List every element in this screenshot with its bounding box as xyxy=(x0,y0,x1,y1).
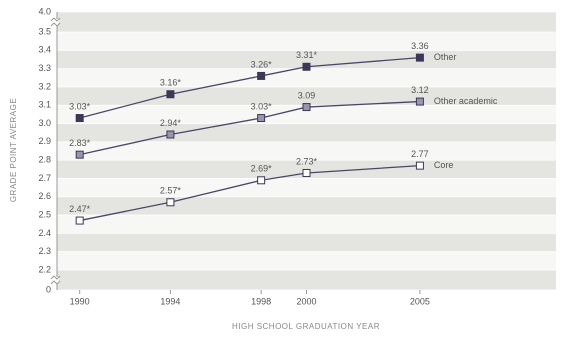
data-label: 3.03* xyxy=(251,101,273,111)
grid-band xyxy=(57,251,556,270)
grid-band xyxy=(57,178,556,197)
y-tick-label: 2.3 xyxy=(38,246,51,256)
x-tick-label: 1990 xyxy=(70,296,90,306)
legend-label: Other xyxy=(434,52,457,62)
y-tick-label: 2.8 xyxy=(38,155,51,165)
data-label: 3.16* xyxy=(160,78,182,88)
grid-band xyxy=(57,233,556,252)
grid-band xyxy=(57,196,556,216)
data-label: 3.26* xyxy=(251,59,273,69)
y-tick-label: 3.2 xyxy=(38,81,51,91)
data-point xyxy=(302,168,311,177)
data-label: 2.69* xyxy=(251,164,273,174)
y-tick-label: 4.0 xyxy=(38,6,51,16)
x-tick-label: 1994 xyxy=(160,296,180,306)
data-label: 2.47* xyxy=(69,204,91,214)
data-label: 2.83* xyxy=(69,138,91,148)
x-axis-title: HIGH SCHOOL GRADUATION YEAR xyxy=(232,322,380,331)
data-point xyxy=(75,216,84,225)
y-tick-label: 2.2 xyxy=(38,264,51,274)
axis-break-gap xyxy=(51,277,59,283)
x-tick-label: 1998 xyxy=(251,296,271,306)
data-point xyxy=(257,176,266,185)
axis-break-gap xyxy=(51,19,59,25)
data-point xyxy=(257,114,266,123)
grid-band xyxy=(57,270,556,290)
y-tick-label: 3.3 xyxy=(38,63,51,73)
grid-band xyxy=(57,32,556,51)
grid-band xyxy=(57,141,556,161)
axis-break xyxy=(50,22,61,27)
axis-break xyxy=(50,17,61,22)
axis-break xyxy=(50,275,61,280)
data-label: 3.12 xyxy=(411,85,429,95)
grid-band xyxy=(57,105,556,124)
y-tick-label: 3.1 xyxy=(38,100,51,110)
grid-band xyxy=(57,12,556,32)
data-point xyxy=(415,53,424,62)
y-axis-title: GRADE POINT AVERAGE xyxy=(9,98,18,202)
y-tick-label: 3.0 xyxy=(38,118,51,128)
x-tick-label: 2005 xyxy=(410,296,430,306)
grid-band xyxy=(57,50,556,69)
data-label: 2.73* xyxy=(296,156,318,166)
legend-label: Other academic xyxy=(434,96,498,106)
data-label: 2.94* xyxy=(160,118,182,128)
axis-break xyxy=(50,280,61,285)
data-label: 3.36 xyxy=(411,41,429,51)
data-point xyxy=(166,198,175,207)
y-tick-label: 2.5 xyxy=(38,209,51,219)
data-point xyxy=(75,114,84,123)
y-tick-label: 3.4 xyxy=(38,45,51,55)
data-point xyxy=(302,103,311,112)
legend-label: Core xyxy=(434,160,454,170)
data-point xyxy=(302,62,311,71)
data-label: 3.03* xyxy=(69,101,91,111)
y-tick-label: 2.4 xyxy=(38,228,51,238)
y-tick-label: 2.7 xyxy=(38,173,51,183)
grid-band xyxy=(57,215,556,234)
data-point xyxy=(415,97,424,106)
data-point xyxy=(415,161,424,170)
data-label: 2.77 xyxy=(411,149,429,159)
x-tick-label: 2000 xyxy=(296,296,316,306)
y-tick-label: 2.6 xyxy=(38,191,51,201)
data-label: 3.09 xyxy=(298,90,316,100)
grid-band xyxy=(57,123,556,142)
data-label: 2.57* xyxy=(160,186,182,196)
grid-band xyxy=(57,68,556,87)
plot-background xyxy=(57,12,556,290)
data-point xyxy=(257,71,266,80)
data-label: 3.31* xyxy=(296,50,318,60)
y-tick-label: 0 xyxy=(46,284,51,294)
y-tick-label: 2.9 xyxy=(38,136,51,146)
data-point xyxy=(75,150,84,159)
data-point xyxy=(166,90,175,99)
data-point xyxy=(166,130,175,139)
y-tick-label: 3.5 xyxy=(38,26,51,36)
